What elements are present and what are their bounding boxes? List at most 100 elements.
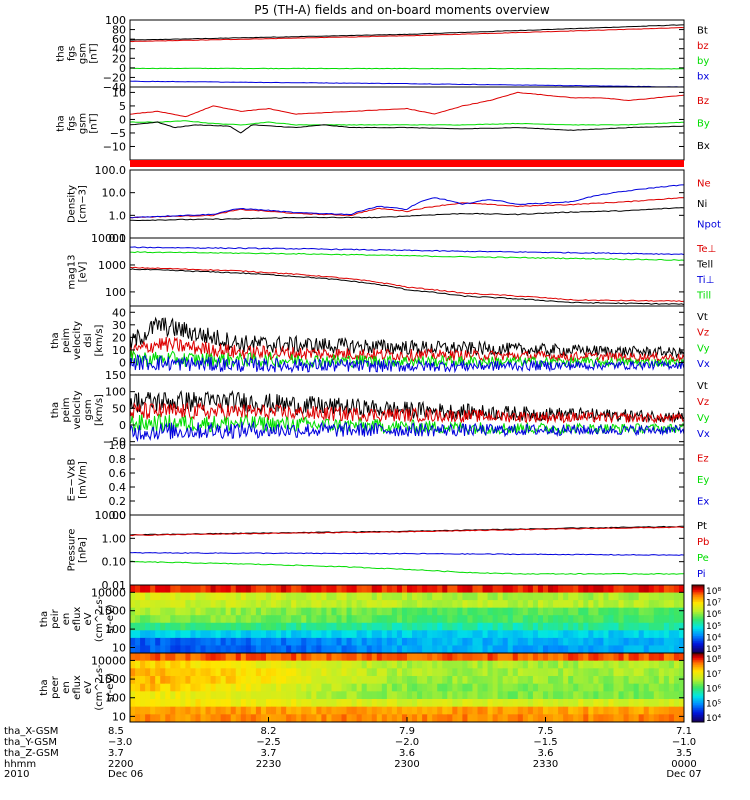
spectrogram-cell [215, 600, 222, 609]
spectrogram-cell [255, 668, 262, 677]
spectrogram-cell [311, 637, 317, 647]
spectrogram-cell [240, 676, 247, 685]
spectrogram-cell [407, 676, 413, 685]
spectrogram-cell [225, 645, 232, 653]
spectrogram-cell [558, 592, 564, 601]
spectrogram-cell [603, 668, 610, 677]
spectrogram-cell [658, 660, 665, 669]
spectrogram-cell [593, 691, 599, 700]
spectrogram-cell [185, 668, 192, 677]
spectrogram-cell [180, 714, 186, 722]
spectrogram-cell [673, 653, 680, 662]
colorbar-frame [691, 652, 705, 723]
colorbar-tick-label: 10⁵ [706, 699, 721, 709]
spectrogram-cell [366, 683, 373, 692]
spectrogram-cell [230, 615, 237, 624]
spectrogram-cell [583, 668, 589, 677]
spectrogram-cell [376, 691, 383, 700]
y-tick-label: 0 [119, 357, 126, 370]
spectrogram-cell [472, 683, 479, 692]
spectrogram-cell [477, 637, 484, 647]
spectrogram-cell [386, 600, 393, 609]
spectrogram-cell [326, 683, 333, 692]
spectrogram-cell [522, 585, 529, 594]
spectrogram-cell [512, 714, 519, 722]
spectrogram-cell [527, 660, 534, 669]
spectrogram-cell [205, 637, 212, 647]
spectrogram-cell [497, 683, 504, 692]
spectrogram-cell [170, 691, 176, 700]
spectrogram-cell [341, 683, 348, 692]
spectrogram-cell [356, 699, 363, 708]
legend-entry: Pb [697, 537, 709, 548]
spectrogram-cell [658, 676, 665, 685]
spectrogram-cell [643, 630, 650, 639]
spectrogram-cell [255, 676, 262, 685]
colorbar-step [692, 673, 704, 676]
panel-frame [129, 514, 685, 586]
spectrogram-cell [537, 699, 544, 708]
spectrogram-cell [618, 691, 625, 700]
spectrogram-cell [220, 645, 227, 653]
spectrogram-cell [175, 615, 181, 624]
spectrogram-cell [583, 592, 589, 601]
spectrogram-cell [366, 676, 373, 685]
spectrogram-cell [648, 607, 655, 616]
colorbar-step [692, 694, 704, 697]
spectrogram-cell [190, 600, 197, 609]
spectrogram-cell [613, 600, 620, 609]
spectrogram-cell [548, 607, 554, 616]
spectrogram-cell [522, 637, 529, 647]
spectrogram-cell [271, 645, 277, 653]
spectrogram-cell [215, 637, 222, 647]
spectrogram-cell [170, 699, 176, 708]
spectrogram-cell [301, 637, 307, 647]
spectrogram-cell [457, 714, 463, 722]
spectrogram-cell [265, 637, 272, 647]
spectrogram-cell [578, 668, 584, 677]
spectrogram-cell [291, 622, 297, 631]
spectrogram-cell [260, 585, 267, 594]
spectrogram-cell [160, 714, 166, 722]
x-tick-label: −1.5 [533, 737, 557, 748]
spectrogram-cell [492, 615, 499, 624]
spectrogram-cell [376, 676, 383, 685]
spectrogram-cell [396, 706, 403, 715]
y-tick-label: 10 [112, 710, 126, 723]
spectrogram-cell [160, 607, 166, 616]
spectrogram-cell [663, 592, 670, 601]
spectrogram-cell [633, 714, 640, 722]
spectrogram-cell [442, 706, 448, 715]
spectrogram-cell [618, 714, 625, 722]
spectrogram-cell [371, 660, 378, 669]
spectrogram-cell [195, 660, 202, 669]
spectrogram-cell [437, 607, 443, 616]
spectrogram-cell [281, 653, 287, 662]
spectrogram-cell [316, 699, 322, 708]
spectrogram-cell [175, 600, 181, 609]
spectrogram-cell [512, 600, 519, 609]
spectrogram-cell [568, 615, 574, 624]
spectrogram-cell [673, 615, 680, 624]
spectrogram-cell [522, 706, 529, 715]
y-axis-label: tha [56, 115, 67, 131]
spectrogram-cell [422, 660, 428, 669]
spectrogram-cell [462, 653, 469, 662]
spectrogram-cell [593, 630, 599, 639]
spectrogram-cell [160, 691, 166, 700]
spectrogram-cell [568, 699, 574, 708]
spectrogram-cell [321, 637, 328, 647]
spectrogram-cell [225, 691, 232, 700]
spectrogram-cell [396, 714, 403, 722]
spectrogram-cell [321, 668, 328, 677]
spectrogram-cell [271, 600, 277, 609]
spectrogram-cell [145, 622, 151, 631]
spectrogram-cell [331, 691, 338, 700]
spectrogram-cell [427, 585, 433, 594]
spectrogram-cell [497, 585, 504, 594]
colorbar-step [692, 701, 704, 704]
spectrogram-cell [467, 691, 474, 700]
colorbar-tick-label: 10⁴ [706, 714, 721, 724]
spectrogram-cell [311, 607, 317, 616]
